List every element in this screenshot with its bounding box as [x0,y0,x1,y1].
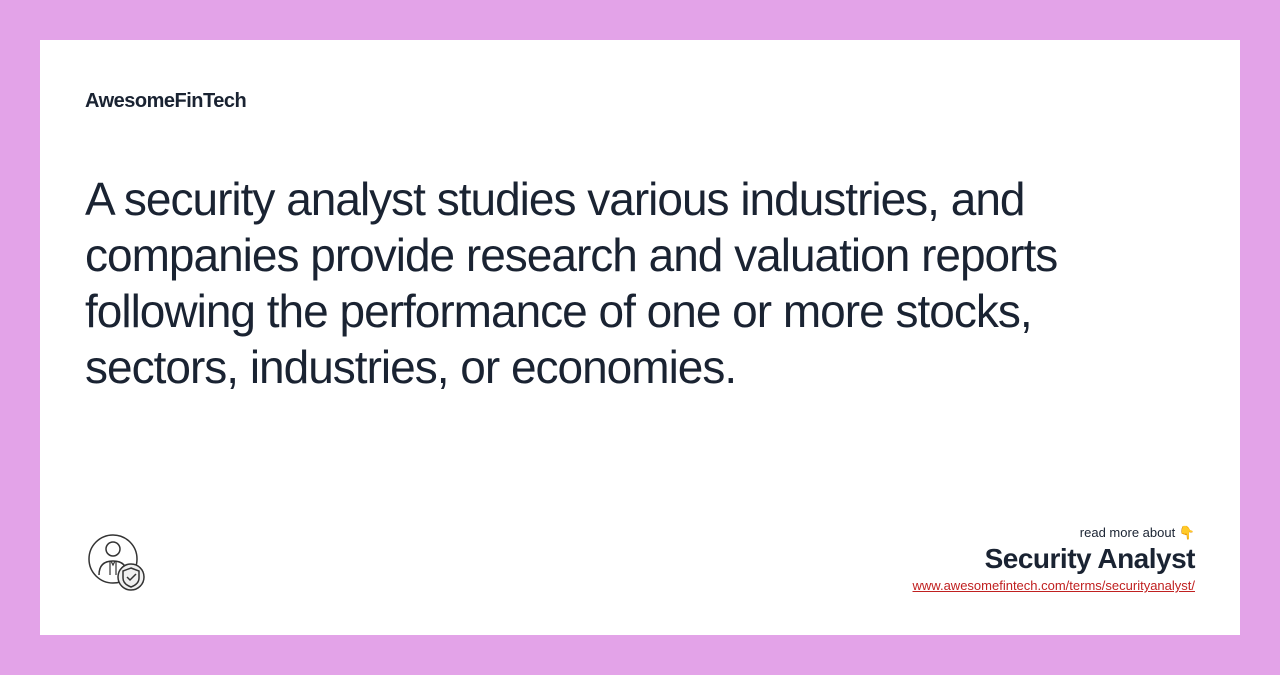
info-card: AwesomeFinTech A security analyst studie… [40,40,1240,635]
brand-name: AwesomeFinTech [85,90,1195,113]
term-meta: read more about 👇 Security Analyst www.a… [913,525,1195,595]
term-description: A security analyst studies various indus… [85,171,1195,395]
term-title: Security Analyst [913,543,1195,575]
analyst-shield-icon [85,531,149,595]
term-url-link[interactable]: www.awesomefintech.com/terms/securityana… [913,578,1195,593]
card-footer: read more about 👇 Security Analyst www.a… [85,525,1195,595]
read-more-label: read more about 👇 [913,525,1195,541]
